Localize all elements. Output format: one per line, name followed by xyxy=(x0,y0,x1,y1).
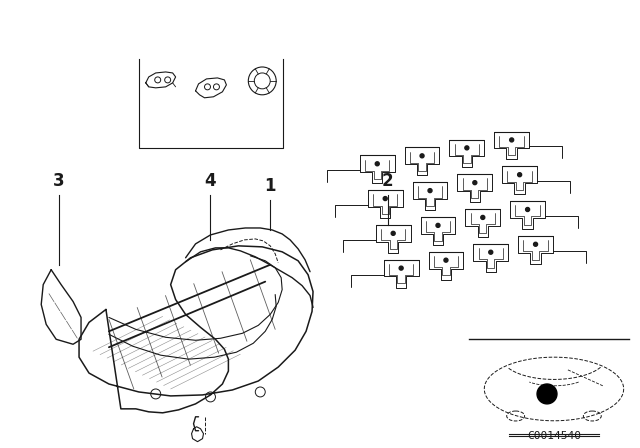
Circle shape xyxy=(509,138,514,142)
Text: 2: 2 xyxy=(382,172,394,190)
Circle shape xyxy=(473,181,477,185)
Circle shape xyxy=(383,197,387,201)
Circle shape xyxy=(375,162,380,166)
Circle shape xyxy=(420,154,424,158)
Text: 1: 1 xyxy=(264,177,276,195)
Text: 4: 4 xyxy=(205,172,216,190)
Circle shape xyxy=(444,258,448,262)
Circle shape xyxy=(489,250,493,254)
Circle shape xyxy=(534,242,538,246)
Text: 3: 3 xyxy=(53,172,65,190)
Circle shape xyxy=(399,266,403,270)
Circle shape xyxy=(518,173,522,177)
Circle shape xyxy=(537,384,557,404)
Circle shape xyxy=(481,215,484,220)
Circle shape xyxy=(465,146,469,150)
Circle shape xyxy=(428,189,432,193)
Circle shape xyxy=(436,224,440,228)
Text: C0014540: C0014540 xyxy=(527,431,581,441)
Circle shape xyxy=(525,207,529,211)
Circle shape xyxy=(391,231,395,235)
